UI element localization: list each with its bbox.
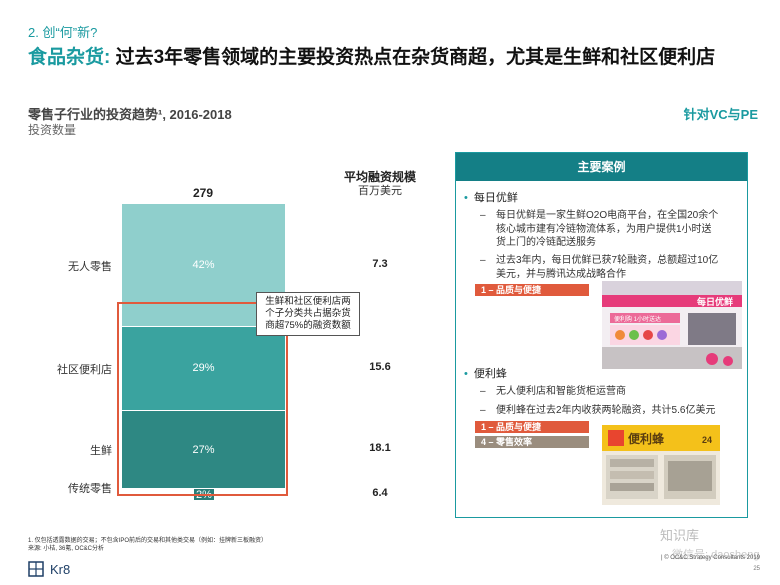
store-sign-text: 便利蜂 <box>628 431 665 446</box>
bar-total-label: 279 <box>192 186 214 200</box>
section-label: 2. 创“何”新? <box>28 25 98 40</box>
copyright: | © OC&C Strategy Consultants 2019 <box>660 555 760 561</box>
audience-label: 针对VC与PE <box>683 107 758 122</box>
bar-segment-label: 27% <box>192 443 215 456</box>
category-label: 生鲜 <box>90 445 112 458</box>
avg-funding-value: 7.3 <box>372 257 388 270</box>
case-line: – 过去3年内，每日优鲜已获7轮融资，总额超过10亿美元，并与腾讯达成战略合作 <box>480 255 719 280</box>
category-label: 无人零售 <box>68 260 112 273</box>
dash-icon: – <box>480 255 486 266</box>
bullet-icon: • <box>464 368 468 380</box>
bianlifeng-store-photo: 便利蜂 24 <box>602 425 720 505</box>
missfresh-store-photo: 每日优鲜 便利购 1小时送达 <box>602 281 742 369</box>
cases-panel-title: 主要案例 <box>456 153 747 181</box>
page-title: 食品杂货: 过去3年零售领域的主要投资热点在杂货商超，尤其是生鲜和社区便利店 <box>28 46 758 70</box>
cases-panel: 主要案例 • 每日优鲜 – 每日优鲜是一家生鲜O2O电商平台，在全国20余个核心城市… <box>455 152 748 518</box>
highlight-box <box>117 302 288 496</box>
avg-funding-unit: 百万美元 <box>358 185 402 197</box>
watermark-text: 知识库 <box>660 528 700 543</box>
tag-retail-efficiency: 4 – 零售效率 <box>475 436 589 448</box>
case-line: – 便利蜂在过去2年内收获两轮融资，共计5.6亿美元 <box>480 405 716 416</box>
bar-segment: 27% <box>122 409 285 489</box>
avg-funding-value: 6.4 <box>372 487 388 500</box>
watermark-id: 微信号: daosheng <box>672 549 760 561</box>
chart-subtitle: 零售子行业的投资趋势¹, 2016-2018 <box>28 107 232 122</box>
bar-segment: 29% <box>122 325 285 410</box>
category-label: 传统零售 <box>68 483 112 496</box>
footnote-source: 来源: 小桔, 36氪, OC&C分析 <box>28 546 105 552</box>
dash-icon: – <box>480 405 486 416</box>
category-label: 社区便利店 <box>57 363 112 376</box>
chart-unit: 投资数量 <box>28 123 77 137</box>
avg-funding-header: 平均融资规模 <box>343 170 416 184</box>
footnote-1: 1. 仅包括透露数据的交易；不包含IPO前后的交易和其他类交易（例如：挂牌新三板… <box>28 538 268 544</box>
bullet-icon: • <box>464 192 468 204</box>
title-keyword: 食品杂货: <box>28 47 111 68</box>
case-title-missfresh: • 每日优鲜 <box>464 192 518 204</box>
case-line: – 每日优鲜是一家生鲜O2O电商平台，在全国20余个核心城市建有冷链物流体系，为用… <box>480 210 719 248</box>
store-banner-text: 便利购 1小时送达 <box>614 315 661 323</box>
bar-segment-label: 29% <box>192 362 215 375</box>
title-text: 过去3年零售领域的主要投资热点在杂货商超，尤其是生鲜和社区便利店 <box>110 47 716 68</box>
page-number: 25 <box>753 566 760 572</box>
avg-funding-value: 18.1 <box>369 442 391 455</box>
avg-funding-value: 15.6 <box>369 360 391 373</box>
tag-quality-convenience: 1 – 品质与便捷 <box>475 421 589 433</box>
case-title-bianlifeng: • 便利蜂 <box>464 368 507 380</box>
footnotes: 1. 仅包括透露数据的交易；不包含IPO前后的交易和其他类交易（例如：挂牌新三板… <box>28 537 267 553</box>
logo-text: Kr8 <box>50 562 70 577</box>
bar-segment-label: 42% <box>192 258 215 271</box>
tag-quality-convenience: 1 – 品质与便捷 <box>475 284 589 296</box>
store-hours-text: 24 <box>702 435 712 445</box>
company-logo: Kr8 <box>28 560 92 578</box>
case-line: – 无人便利店和智能货柜运营商 <box>480 386 626 397</box>
store-sign-text: 每日优鲜 <box>697 296 733 307</box>
callout-note: 生鲜和社区便利店两个子分类共占据杂货商超75%的融资数额 <box>256 292 360 336</box>
dash-icon: – <box>480 386 486 397</box>
dash-icon: – <box>480 210 486 221</box>
